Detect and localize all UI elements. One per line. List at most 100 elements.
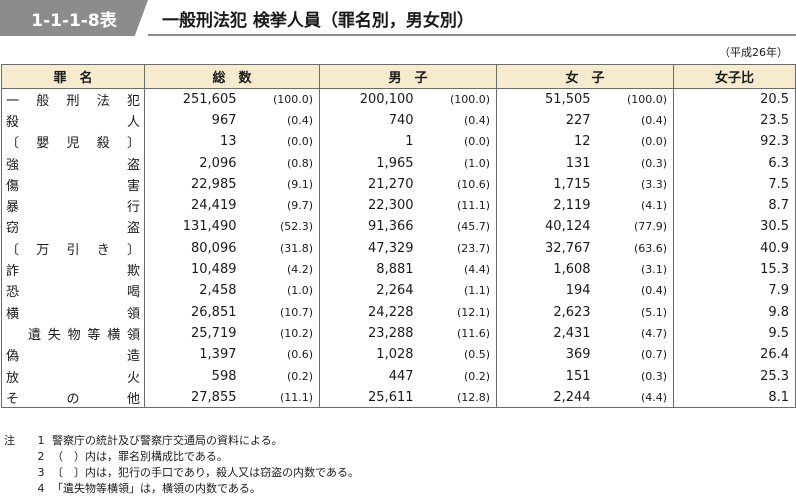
male-percent-cell: (0.2)	[419, 365, 498, 387]
male-percent-cell: (45.7)	[419, 216, 498, 238]
total-percent-cell: (9.1)	[242, 173, 321, 195]
female-ratio-cell: 8.1	[673, 386, 796, 409]
crime-name-label: 強盗	[6, 157, 140, 173]
column-header-male: 男 子	[319, 64, 498, 89]
male-percent-cell: (23.7)	[419, 237, 498, 259]
male-percent-cell: (11.1)	[419, 194, 498, 217]
table-body: 一般刑法犯 251,605 (100.0) 200,100 (100.0) 51,505(…	[1, 88, 796, 409]
statistics-table: 罪 名 総 数 男 子 女 子 女子比 一般刑法犯 251,605 (100.0) 2…	[1, 64, 796, 409]
female-count-cell: 2,244	[496, 386, 597, 409]
female-ratio-cell: 92.3	[673, 131, 796, 153]
era-note: （平成26年）	[719, 46, 788, 59]
male-count-cell: 23,288	[319, 322, 420, 345]
table-row: 殺人 967 (0.4) 740 (0.4) 227 (0.4) 23.5	[1, 109, 796, 132]
female-count-cell: 151	[496, 365, 597, 387]
notes: 注 1 警察庁の統計及び警察庁交通局の資料による。 2 （ ）内は，罪名別構成比である。…	[4, 433, 359, 497]
total-count-cell: 22,985	[144, 173, 243, 195]
female-count-cell: 1,715	[496, 173, 597, 195]
female-percent-cell: (3.1)	[596, 258, 675, 281]
male-count-cell: 2,264	[319, 280, 420, 302]
crime-name-cell: 強盗	[1, 152, 145, 174]
crime-name-label: その他	[6, 391, 140, 407]
female-count-cell: 40,124	[496, 216, 597, 238]
male-count-cell: 1	[319, 131, 420, 153]
male-count-cell: 200,100	[319, 88, 420, 110]
crime-name-label: 偽造	[6, 349, 140, 365]
female-ratio-cell: 23.5	[673, 109, 796, 132]
crime-name-label: 恐喝	[6, 285, 140, 301]
crime-name-label: 傷害	[6, 178, 140, 194]
crime-name-cell: 偽造	[1, 344, 145, 366]
column-header-crime: 罪 名	[1, 64, 145, 89]
total-percent-cell: (10.2)	[242, 322, 321, 345]
total-count-cell: 251,605	[144, 88, 243, 110]
crime-name-label: 横領	[6, 306, 140, 322]
male-count-cell: 447	[319, 365, 420, 387]
note-number: 1	[37, 434, 45, 447]
header-rule	[148, 34, 796, 36]
total-count-cell: 80,096	[144, 237, 243, 259]
female-percent-cell: (100.0)	[596, 88, 675, 110]
crime-name-label: 〔万引き〕	[6, 242, 140, 258]
crime-name-label: 遺失物等横領	[28, 327, 140, 343]
crime-name-label: 詐欺	[6, 264, 140, 280]
table-row: 〔嬰児殺〕 13 (0.0) 1 (0.0) 12 (0.0) 92.3	[1, 131, 796, 153]
total-percent-cell: (0.2)	[242, 365, 321, 387]
female-percent-cell: (0.0)	[596, 131, 675, 153]
female-ratio-cell: 6.3	[673, 152, 796, 174]
male-count-cell: 21,270	[319, 173, 420, 195]
crime-name-cell: 傷害	[1, 173, 145, 195]
female-ratio-cell: 15.3	[673, 258, 796, 281]
female-percent-cell: (4.7)	[596, 322, 675, 345]
male-percent-cell: (10.6)	[419, 173, 498, 195]
total-count-cell: 2,096	[144, 152, 243, 174]
table-row: 〔万引き〕 80,096 (31.8) 47,329 (23.7) 32,767 (63.6…	[1, 237, 796, 259]
female-ratio-cell: 20.5	[673, 88, 796, 110]
note-text: 〔 〕内は，犯行の手口であり，殺人又は窃盗の内数である。	[52, 466, 360, 479]
total-count-cell: 598	[144, 365, 243, 387]
note-label: 注	[4, 434, 15, 447]
table-row: 放火 598 (0.2) 447 (0.2) 151 (0.3) 25.3	[1, 365, 796, 387]
column-header-female-ratio: 女子比	[673, 64, 796, 89]
male-percent-cell: (1.0)	[419, 152, 498, 174]
note-number: 2	[37, 450, 45, 463]
male-percent-cell: (1.1)	[419, 280, 498, 302]
crime-name-label: 放火	[6, 370, 140, 386]
column-header-total: 総 数	[143, 64, 321, 89]
total-percent-cell: (4.2)	[242, 258, 321, 281]
total-count-cell: 2,458	[144, 280, 243, 302]
female-ratio-cell: 26.4	[673, 344, 796, 366]
total-percent-cell: (1.0)	[242, 280, 321, 302]
male-percent-cell: (0.5)	[419, 344, 498, 366]
male-count-cell: 8,881	[319, 258, 420, 281]
male-count-cell: 22,300	[319, 194, 420, 217]
table-row: 傷害 22,985 (9.1) 21,270 (10.6) 1,715 (3.3) 7.5	[1, 173, 796, 195]
crime-name-label: 一般刑法犯	[6, 93, 140, 109]
crime-name-cell: 恐喝	[1, 280, 145, 302]
total-count-cell: 1,397	[144, 344, 243, 366]
total-count-cell: 10,489	[144, 258, 243, 281]
crime-name-label: 窃盗	[6, 221, 140, 237]
table-row: 恐喝 2,458 (1.0) 2,264 (1.1) 194 (0.4) 7.9	[1, 280, 796, 302]
crime-name-label: 殺人	[6, 114, 140, 130]
total-count-cell: 27,855	[144, 386, 243, 409]
total-percent-cell: (0.8)	[242, 152, 321, 174]
female-count-cell: 1,608	[496, 258, 597, 281]
crime-name-cell: 横領	[1, 301, 145, 323]
female-ratio-cell: 7.9	[673, 280, 796, 302]
note-item: 2 （ ）内は，罪名別構成比である。	[4, 449, 359, 465]
note-label	[4, 465, 30, 481]
note-label	[4, 449, 30, 465]
female-ratio-cell: 8.7	[673, 194, 796, 217]
male-count-cell: 740	[319, 109, 420, 132]
male-percent-cell: (12.1)	[419, 301, 498, 323]
table-row: 横領 26,851 (10.7) 24,228 (12.1) 2,623 (5.1) 9.8	[1, 301, 796, 323]
male-percent-cell: (11.6)	[419, 322, 498, 345]
female-count-cell: 32,767	[496, 237, 597, 259]
table-row: 一般刑法犯 251,605 (100.0) 200,100 (100.0) 51,505(…	[1, 88, 796, 110]
total-percent-cell: (11.1)	[242, 386, 321, 409]
total-percent-cell: (0.6)	[242, 344, 321, 366]
total-percent-cell: (10.7)	[242, 301, 321, 323]
total-percent-cell: (31.8)	[242, 237, 321, 259]
table-row: 遺失物等横領 25,719 (10.2) 23,288 (11.6) 2,431 (4.7)…	[1, 322, 796, 345]
